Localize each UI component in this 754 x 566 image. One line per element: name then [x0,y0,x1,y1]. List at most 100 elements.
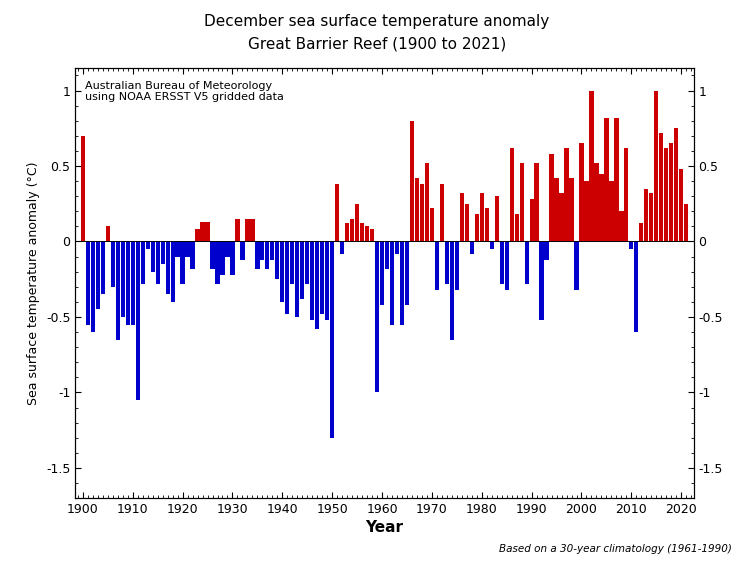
Bar [380,242,385,305]
Bar [420,184,424,242]
Bar [649,193,654,242]
Bar [495,196,499,242]
Bar [579,143,584,242]
Bar [554,178,559,242]
Bar [275,242,280,279]
Bar [445,242,449,284]
Bar [415,178,419,242]
Bar [644,188,648,242]
Bar [504,242,509,290]
Bar [400,242,404,324]
Bar [674,128,679,242]
Text: December sea surface temperature anomaly: December sea surface temperature anomaly [204,14,550,29]
Bar [250,219,255,242]
Bar [624,148,629,242]
Bar [210,242,215,269]
Bar [664,148,668,242]
Bar [180,242,185,284]
Bar [565,148,569,242]
Bar [659,133,664,242]
Bar [615,118,618,242]
Bar [146,242,150,249]
Bar [245,219,250,242]
Bar [86,242,90,324]
Text: Australian Bureau of Meteorology
using NOAA ERSST V5 gridded data: Australian Bureau of Meteorology using N… [84,81,284,102]
Bar [350,219,354,242]
Bar [265,242,269,269]
Bar [559,193,564,242]
Y-axis label: Sea surface temperature anomaly (°C): Sea surface temperature anomaly (°C) [27,161,41,405]
Bar [590,91,593,242]
Bar [584,181,589,242]
Bar [310,242,314,320]
Bar [569,178,574,242]
Bar [390,242,394,324]
Bar [514,215,519,242]
Bar [604,118,608,242]
Bar [96,242,100,310]
Bar [365,226,369,242]
Bar [489,242,494,249]
Bar [106,226,110,242]
Bar [455,242,459,290]
Bar [320,242,324,314]
X-axis label: Year: Year [366,520,403,535]
Bar [305,242,309,284]
Bar [111,242,115,287]
Bar [90,242,95,332]
Bar [464,204,469,242]
Bar [440,184,444,242]
Bar [599,174,603,242]
Bar [151,242,155,272]
Bar [475,215,479,242]
Bar [609,181,614,242]
Bar [550,154,553,242]
Bar [525,242,529,284]
Bar [220,242,225,275]
Bar [205,222,210,242]
Bar [669,143,673,242]
Bar [176,242,179,256]
Bar [185,242,190,256]
Bar [101,242,105,294]
Bar [575,242,578,290]
Bar [235,219,240,242]
Bar [544,242,549,260]
Bar [480,193,484,242]
Bar [430,208,434,242]
Bar [539,242,544,320]
Bar [241,242,244,260]
Bar [285,242,290,314]
Bar [500,242,504,284]
Bar [300,242,305,299]
Bar [130,242,135,324]
Bar [115,242,120,340]
Bar [425,163,429,242]
Bar [81,136,85,242]
Bar [395,242,399,254]
Bar [280,242,284,302]
Bar [405,242,409,305]
Bar [634,242,639,332]
Bar [410,121,414,242]
Bar [529,199,534,242]
Bar [295,242,299,317]
Bar [449,242,454,340]
Bar [370,229,374,242]
Text: Great Barrier Reef (1900 to 2021): Great Barrier Reef (1900 to 2021) [248,37,506,52]
Bar [345,224,349,242]
Bar [330,242,334,438]
Bar [654,91,658,242]
Bar [225,242,230,256]
Bar [535,163,539,242]
Bar [216,242,219,284]
Bar [155,242,160,284]
Bar [126,242,130,324]
Bar [161,242,165,264]
Bar [340,242,345,254]
Bar [684,204,688,242]
Bar [679,169,683,242]
Bar [385,242,389,269]
Bar [510,148,513,242]
Bar [360,224,364,242]
